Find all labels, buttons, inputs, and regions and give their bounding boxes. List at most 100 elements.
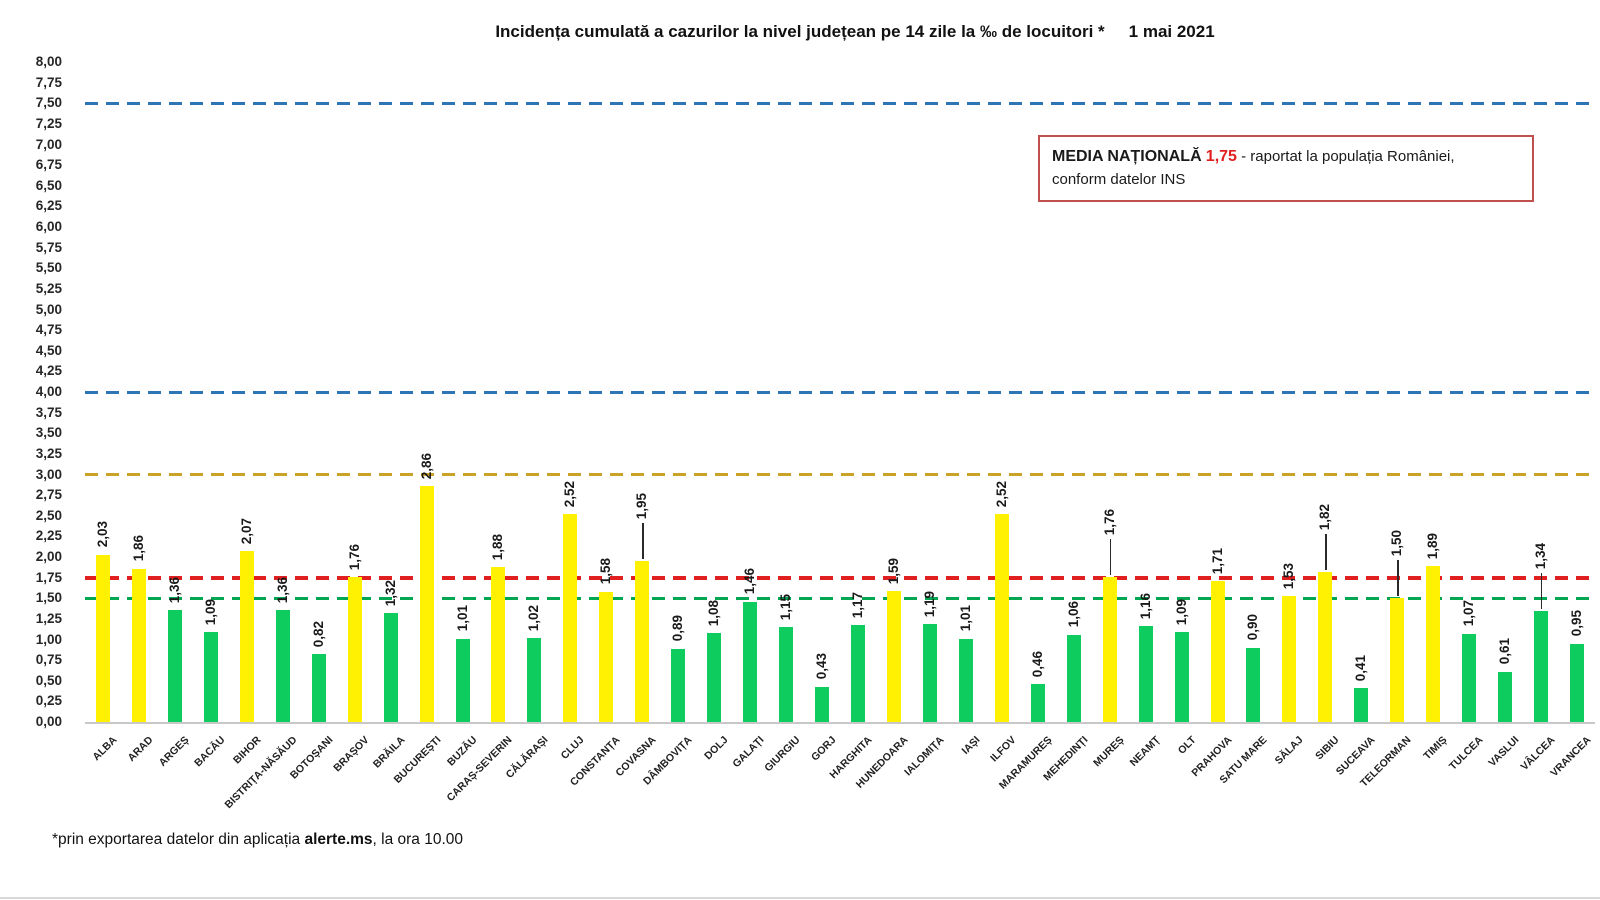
bar-value-label: 1,36 — [274, 576, 290, 603]
bar — [1138, 626, 1153, 722]
bar — [1534, 611, 1549, 722]
y-axis-tick-label: 4,50 — [35, 342, 62, 358]
y-axis-tick-label: 1,75 — [35, 569, 62, 585]
y-axis-tick-label: 2,50 — [35, 507, 62, 523]
bar — [850, 625, 865, 722]
bar — [167, 609, 182, 722]
bar — [563, 514, 578, 722]
y-axis-tick-label: 4,75 — [35, 322, 62, 338]
y-axis-tick-label: 0,25 — [35, 693, 62, 709]
bar-value-label: 1,86 — [130, 535, 146, 562]
bar-value-label: 1,01 — [957, 605, 973, 632]
bar — [1426, 566, 1441, 722]
bar-value-label: 1,16 — [1137, 593, 1153, 620]
chart-title: Incidența cumulată a cazurilor la nivel … — [55, 22, 1600, 42]
bar-callout-leader-line — [1325, 533, 1327, 570]
bar — [527, 637, 542, 722]
threshold-line-4 — [85, 390, 1595, 394]
threshold-line-75 — [85, 101, 1595, 105]
bar-value-label: 0,90 — [1245, 614, 1261, 641]
bar-value-label: 1,02 — [526, 604, 542, 631]
bar — [599, 591, 614, 722]
bar-value-label: 0,95 — [1569, 610, 1585, 637]
bar — [779, 627, 794, 722]
y-axis-tick-label: 5,25 — [35, 280, 62, 296]
y-axis-tick-label: 2,00 — [35, 549, 62, 564]
bar — [1102, 576, 1117, 722]
y-axis-tick-label: 5,75 — [35, 239, 62, 255]
threshold-line-175 — [85, 575, 1595, 580]
bar — [1282, 595, 1297, 722]
y-axis-tick-label: 6,50 — [35, 177, 62, 193]
bar — [1246, 647, 1261, 722]
bar-callout-leader-line — [1109, 538, 1112, 575]
bar — [1462, 633, 1477, 722]
threshold-line-3 — [85, 473, 1595, 476]
y-axis-tick-label: 0,75 — [35, 652, 62, 668]
bar — [1174, 632, 1189, 722]
slide-bottom-edge — [0, 897, 1600, 899]
chart-title-text: Incidența cumulată a cazurilor la nivel … — [495, 22, 1105, 41]
y-axis-tick-label: 3,50 — [35, 425, 62, 441]
x-axis-line — [85, 722, 1595, 724]
bar — [131, 568, 146, 722]
y-axis-tick-label: 1,25 — [35, 610, 62, 626]
y-axis-tick-label: 0,00 — [35, 714, 62, 729]
y-axis-tick-label: 0,50 — [35, 672, 62, 688]
bar-value-label: 1,06 — [1065, 601, 1081, 628]
bar — [1030, 684, 1045, 722]
bar-value-label: 1,71 — [1209, 547, 1225, 574]
y-axis-tick-label: 4,00 — [35, 384, 62, 399]
bar-value-label: 0,41 — [1353, 654, 1369, 682]
y-axis-tick-label: 3,00 — [35, 466, 62, 482]
y-axis-tick-label: 3,25 — [35, 445, 62, 461]
national-average-text-line2: conform datelor INS — [1052, 171, 1186, 188]
bar — [1498, 671, 1513, 722]
y-axis-tick-label: 7,50 — [35, 95, 62, 111]
y-axis-tick-label: 3,75 — [35, 404, 62, 420]
bar-callout-leader-line — [642, 523, 644, 560]
y-axis-tick-label: 7,75 — [35, 74, 62, 90]
bar-value-label: 1,46 — [742, 568, 758, 595]
bar-value-label: 1,88 — [490, 533, 506, 560]
bar-value-label: 1,09 — [202, 598, 218, 626]
bar-value-label: 0,89 — [670, 615, 686, 642]
bar — [1354, 688, 1369, 722]
bar-value-label: 1,82 — [1317, 503, 1333, 530]
bar-value-label: 1,15 — [778, 593, 794, 621]
bar-callout-leader-line — [1397, 560, 1399, 597]
y-axis-tick-label: 2,75 — [35, 487, 62, 503]
national-average-label: MEDIA NAȚIONALĂ — [1052, 148, 1202, 165]
bar-value-label: 1,34 — [1533, 543, 1549, 570]
bar — [419, 486, 434, 722]
bar — [491, 566, 506, 722]
bar-value-label: 0,61 — [1497, 638, 1513, 665]
chart-title-date: 1 mai 2021 — [1128, 22, 1215, 41]
bar-value-label: 2,86 — [418, 452, 434, 480]
bar-value-label: 1,50 — [1389, 529, 1405, 557]
bar-value-label: 1,32 — [382, 579, 398, 607]
bar — [1210, 580, 1225, 722]
bar-value-label: 0,82 — [310, 621, 326, 648]
bar-value-label: 1,17 — [849, 592, 865, 619]
bar-value-label: 0,43 — [814, 653, 830, 680]
bar-value-label: 2,52 — [993, 480, 1009, 508]
y-axis-tick-label: 5,00 — [35, 301, 62, 317]
bar — [275, 609, 290, 722]
bar-value-label: 1,76 — [1101, 508, 1117, 535]
bar-value-label: 2,52 — [562, 480, 578, 508]
bar — [743, 601, 758, 722]
bar-value-label: 1,53 — [1281, 562, 1297, 589]
y-axis-tick-label: 7,25 — [35, 115, 62, 131]
footnote: *prin exportarea datelor din aplicația a… — [52, 831, 463, 849]
national-average-text: - raportat la populația României, — [1241, 148, 1455, 165]
bar — [383, 613, 398, 722]
y-axis-tick-label: 6,75 — [35, 157, 62, 173]
threshold-line-15 — [85, 596, 1595, 600]
bar — [455, 638, 470, 722]
national-average-value: 1,75 — [1205, 148, 1237, 165]
y-axis-tick-label: 8,00 — [35, 54, 62, 69]
bar — [1570, 643, 1585, 722]
bar-value-label: 1,07 — [1461, 600, 1477, 627]
